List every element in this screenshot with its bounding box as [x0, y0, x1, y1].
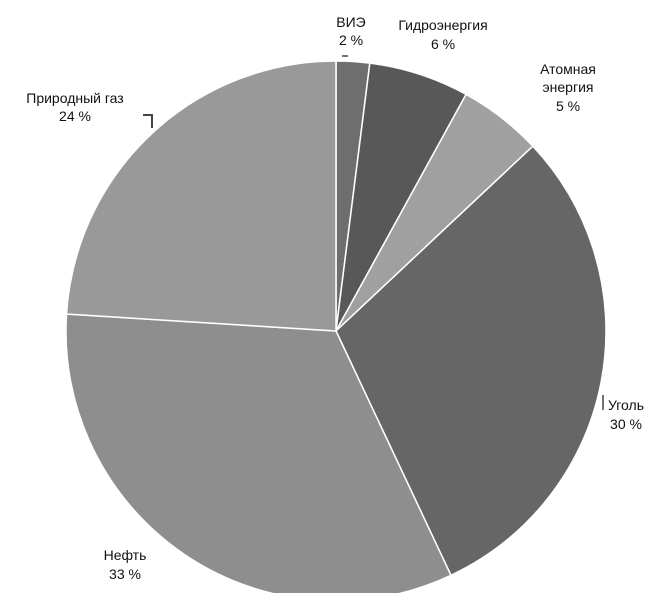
slice-label-coal: Уголь: [608, 397, 644, 413]
pie-labels: ВИЭ 2 % Гидроэнергия 6 % Атомная энергия…: [26, 14, 644, 582]
slice-value-coal: 30 %: [610, 416, 642, 432]
pie-slices: [65, 60, 607, 593]
slice-value-nuclear: 5 %: [556, 98, 580, 114]
pie-slice-gas: [65, 60, 337, 332]
slice-label-gas: Природный газ: [26, 90, 123, 106]
slice-value-gas: 24 %: [59, 108, 91, 124]
pie-slice-oil: [65, 313, 452, 593]
slice-label-hydro: Гидроэнергия: [398, 17, 487, 33]
leader-mark-gas: [143, 114, 153, 128]
slice-value-oil: 33 %: [109, 566, 141, 582]
slice-label-nuclear-line1: Атомная: [540, 61, 596, 77]
slice-value-vie: 2 %: [339, 32, 363, 48]
slice-label-oil: Нефть: [104, 547, 147, 563]
slice-value-hydro: 6 %: [431, 36, 455, 52]
pie-slice-coal: [335, 145, 607, 577]
slice-label-nuclear-line2: энергия: [543, 79, 594, 95]
leader-marks: [143, 55, 604, 410]
slice-label-vie: ВИЭ: [336, 14, 365, 30]
